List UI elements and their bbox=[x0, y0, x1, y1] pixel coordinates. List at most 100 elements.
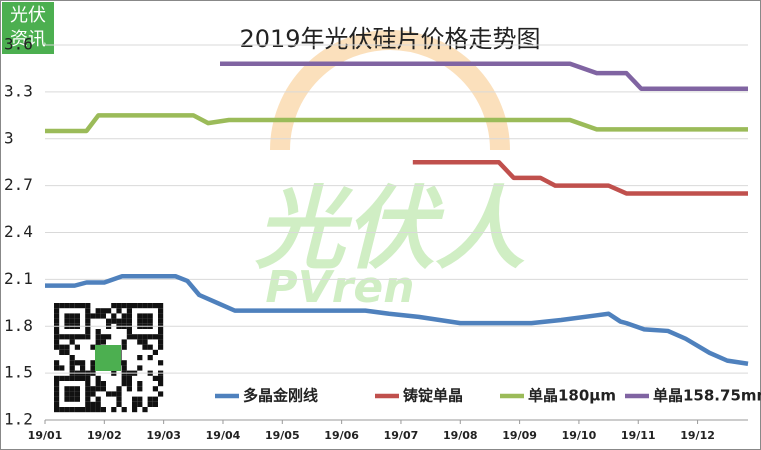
qr-cell bbox=[111, 391, 117, 397]
qr-cell bbox=[69, 318, 75, 324]
qr-cell bbox=[142, 303, 148, 309]
qr-cell bbox=[158, 344, 164, 350]
qr-cell bbox=[80, 365, 86, 371]
qr-cell bbox=[64, 349, 70, 355]
qr-cell bbox=[64, 386, 70, 392]
qr-cell bbox=[106, 318, 112, 324]
x-tick-label: 19/08 bbox=[443, 429, 478, 442]
qr-cell bbox=[132, 303, 138, 309]
x-tick-label: 19/06 bbox=[324, 429, 359, 442]
qr-cell bbox=[85, 396, 91, 402]
qr-cell bbox=[69, 339, 75, 345]
qr-cell bbox=[116, 396, 122, 402]
qr-cell bbox=[147, 355, 153, 361]
qr-logo bbox=[95, 345, 121, 371]
qr-cell bbox=[74, 386, 80, 392]
qr-cell bbox=[90, 313, 96, 319]
qr-cell bbox=[137, 313, 143, 319]
qr-cell bbox=[142, 313, 148, 319]
qr-cell bbox=[54, 386, 60, 392]
qr-cell bbox=[69, 313, 75, 319]
qr-cell bbox=[54, 381, 60, 387]
y-tick-label: 3.6 bbox=[4, 35, 33, 54]
qr-cell bbox=[85, 313, 91, 319]
qr-cell bbox=[54, 365, 60, 371]
qr-cell bbox=[137, 355, 143, 361]
qr-cell bbox=[85, 329, 91, 335]
qr-cell bbox=[158, 381, 164, 387]
qr-cell bbox=[121, 339, 127, 345]
qr-code bbox=[50, 300, 165, 413]
qr-cell bbox=[147, 303, 153, 309]
y-tick-label: 1.2 bbox=[4, 410, 33, 429]
x-tick-label: 19/10 bbox=[562, 429, 597, 442]
qr-cell bbox=[69, 334, 75, 340]
qr-cell bbox=[100, 381, 106, 387]
qr-cell bbox=[54, 396, 60, 402]
qr-cell bbox=[142, 344, 148, 350]
qr-cell bbox=[59, 375, 65, 381]
qr-cell bbox=[85, 381, 91, 387]
qr-cell bbox=[158, 329, 164, 335]
y-tick-label: 2.4 bbox=[4, 222, 33, 241]
qr-cell bbox=[64, 375, 70, 381]
qr-cell bbox=[106, 334, 112, 340]
qr-cell bbox=[54, 375, 60, 381]
y-tick-label: 2.1 bbox=[4, 269, 33, 288]
qr-cell bbox=[64, 391, 70, 397]
qr-cell bbox=[90, 344, 96, 350]
qr-cell bbox=[158, 318, 164, 324]
qr-cell bbox=[121, 344, 127, 350]
qr-cell bbox=[121, 381, 127, 387]
series-line bbox=[220, 61, 748, 91]
qr-cell bbox=[147, 313, 153, 319]
qr-cell bbox=[54, 329, 60, 335]
qr-cell bbox=[137, 401, 143, 407]
qr-cell bbox=[90, 360, 96, 366]
qr-cell bbox=[158, 303, 164, 309]
qr-cell bbox=[74, 396, 80, 402]
qr-cell bbox=[59, 303, 65, 309]
qr-cell bbox=[95, 334, 101, 340]
qr-cell bbox=[95, 386, 101, 392]
qr-cell bbox=[59, 344, 65, 350]
qr-cell bbox=[85, 386, 91, 392]
qr-cell bbox=[158, 360, 164, 366]
x-tick-label: 19/03 bbox=[146, 429, 181, 442]
qr-cell bbox=[111, 318, 117, 324]
qr-cell bbox=[54, 401, 60, 407]
qr-cell bbox=[132, 334, 138, 340]
qr-cell bbox=[69, 360, 75, 366]
qr-cell bbox=[90, 407, 96, 413]
qr-cell bbox=[137, 334, 143, 340]
qr-cell bbox=[69, 396, 75, 402]
qr-cell bbox=[90, 365, 96, 371]
x-tick-label: 19/09 bbox=[502, 429, 537, 442]
qr-cell bbox=[95, 407, 101, 413]
qr-cell bbox=[121, 360, 127, 366]
qr-cell bbox=[116, 318, 122, 324]
qr-cell bbox=[64, 344, 70, 350]
qr-cell bbox=[69, 391, 75, 397]
qr-cell bbox=[80, 360, 86, 366]
x-tick-label: 19/05 bbox=[265, 429, 300, 442]
qr-cell bbox=[116, 401, 122, 407]
qr-cell bbox=[100, 334, 106, 340]
x-tick-label: 19/07 bbox=[384, 429, 419, 442]
qr-cell bbox=[95, 396, 101, 402]
qr-cell bbox=[64, 407, 70, 413]
qr-cell bbox=[121, 365, 127, 371]
qr-cell bbox=[106, 308, 112, 314]
qr-cell bbox=[158, 391, 164, 397]
qr-cell bbox=[158, 313, 164, 319]
qr-cell bbox=[147, 401, 153, 407]
qr-cell bbox=[85, 401, 91, 407]
qr-cell bbox=[80, 375, 86, 381]
qr-cell bbox=[54, 360, 60, 366]
qr-cell bbox=[64, 396, 70, 402]
qr-cell bbox=[80, 407, 86, 413]
qr-cell bbox=[74, 318, 80, 324]
qr-cell bbox=[69, 355, 75, 361]
qr-cell bbox=[59, 407, 65, 413]
